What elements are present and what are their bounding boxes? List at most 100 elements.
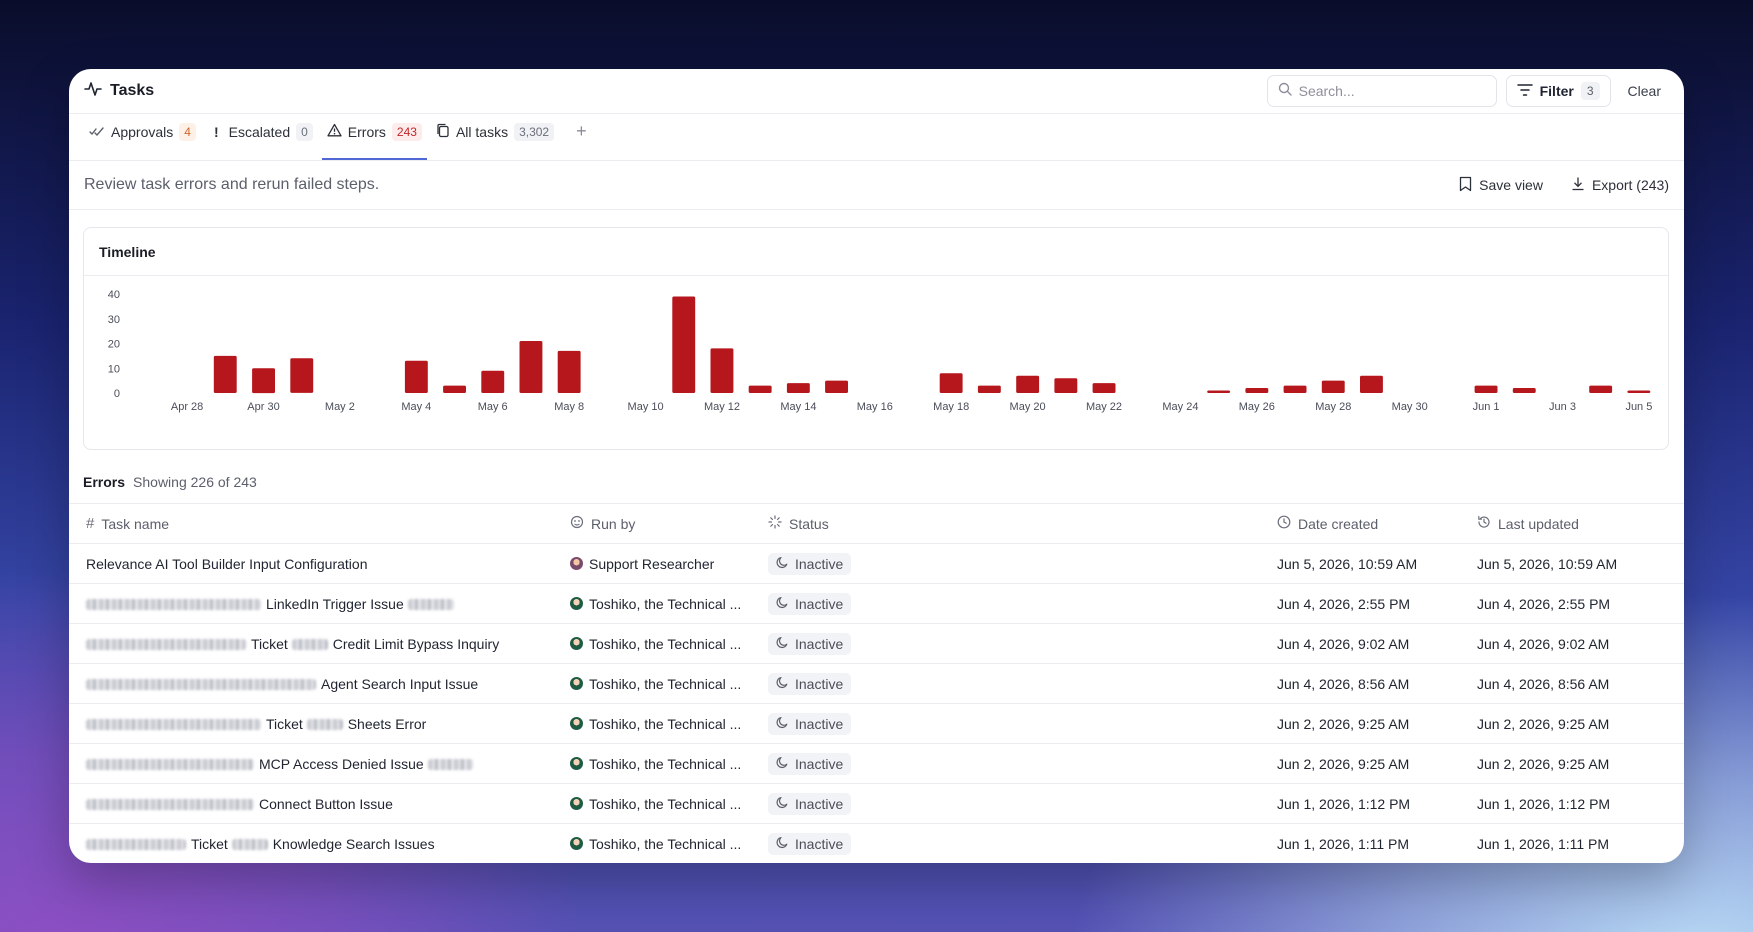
- add-tab-button[interactable]: +: [563, 114, 600, 160]
- task-name-cell[interactable]: LinkedIn Trigger Issue: [69, 583, 566, 624]
- timeline-bar[interactable]: [1092, 383, 1116, 393]
- tab-all-tasks[interactable]: All tasks 3,302: [431, 114, 559, 160]
- filter-button[interactable]: Filter 3: [1505, 75, 1611, 107]
- timeline-bar[interactable]: [404, 360, 428, 393]
- timeline-bar[interactable]: [1360, 375, 1383, 393]
- tab-count-badge: 243: [391, 122, 422, 141]
- column-status[interactable]: Status: [764, 503, 1273, 544]
- timeline-bar[interactable]: [213, 355, 237, 393]
- timeline-bar[interactable]: [977, 385, 1001, 393]
- table-row[interactable]: Connect Button Issue Toshiko, the Technic…: [69, 783, 1684, 824]
- exclamation-icon: !: [213, 123, 219, 140]
- timeline-bar[interactable]: [1207, 390, 1231, 394]
- activity-icon: [84, 80, 102, 103]
- timeline-bar[interactable]: [1474, 385, 1498, 393]
- task-name-cell[interactable]: Connect Button Issue: [69, 783, 566, 824]
- timeline-bar[interactable]: [481, 370, 505, 393]
- timeline-bar[interactable]: [1245, 388, 1269, 393]
- column-date-created[interactable]: Date created: [1273, 503, 1473, 544]
- timeline-bar[interactable]: [786, 383, 810, 393]
- tab-count-badge: 4: [179, 122, 196, 141]
- timeline-bar[interactable]: [710, 348, 734, 393]
- timeline-bar[interactable]: [1283, 385, 1307, 393]
- column-run-by[interactable]: Run by: [566, 503, 764, 544]
- timeline-bar[interactable]: [748, 385, 772, 393]
- timeline-bar[interactable]: [1054, 378, 1078, 393]
- timeline-bar[interactable]: [252, 368, 275, 394]
- task-name: Knowledge Search Issues: [272, 835, 435, 852]
- table-row[interactable]: Ticket Knowledge Search Issues Toshiko, t…: [69, 823, 1684, 863]
- x-tick-label: May 14: [780, 401, 816, 413]
- timeline-chart: 0 10 20 30 40 Apr 28 Apr 30 May 2 May 4 May 6 May …: [108, 289, 1653, 413]
- search-box[interactable]: [1266, 75, 1497, 107]
- task-name-cell[interactable]: Ticket Credit Limit Bypass Inquiry: [69, 623, 566, 664]
- task-name-cell[interactable]: Agent Search Input Issue: [69, 663, 566, 704]
- table-row[interactable]: Agent Search Input Issue Toshiko, the Tec…: [69, 663, 1684, 704]
- task-name-cell[interactable]: Ticket Sheets Error: [69, 703, 566, 744]
- tab-escalated[interactable]: ! Escalated 0: [205, 114, 318, 160]
- tab-approvals[interactable]: Approvals 4: [84, 114, 201, 160]
- timeline-bar[interactable]: [1016, 375, 1040, 393]
- column-task-name[interactable]: # Task name: [69, 503, 566, 544]
- timeline-bar[interactable]: [443, 385, 466, 393]
- redacted-id: [306, 719, 343, 731]
- x-tick-label: Jun 5: [1625, 401, 1652, 413]
- status-label: Inactive: [795, 755, 844, 772]
- redacted-email: [86, 759, 254, 771]
- errors-table: # Task name Run by Status: [69, 503, 1684, 863]
- table-row[interactable]: Ticket Credit Limit Bypass Inquiry Toshik…: [69, 623, 1684, 664]
- x-tick-label: May 22: [1086, 401, 1122, 413]
- timeline-bar[interactable]: [557, 350, 581, 393]
- redacted-id: [231, 839, 268, 851]
- table-row[interactable]: Relevance AI Tool Builder Input Configur…: [69, 543, 1684, 584]
- export-button[interactable]: Export (243): [1571, 176, 1669, 194]
- task-name-prefix: Ticket: [251, 635, 288, 652]
- errors-section-header: Errors Showing 226 of 243: [83, 474, 257, 490]
- timeline-bar[interactable]: [1589, 385, 1613, 393]
- download-icon: [1571, 176, 1585, 194]
- table-row[interactable]: MCP Access Denied Issue Toshiko, the Tec…: [69, 743, 1684, 784]
- task-name-cell[interactable]: Relevance AI Tool Builder Input Configur…: [69, 543, 566, 584]
- warning-triangle-icon: [327, 123, 342, 140]
- table-row[interactable]: Ticket Sheets Error Toshiko, the Technica…: [69, 703, 1684, 744]
- timeline-bar[interactable]: [1627, 390, 1651, 394]
- table-row[interactable]: LinkedIn Trigger Issue Toshiko, the Tech…: [69, 583, 1684, 624]
- run-by-name: Support Researcher: [589, 555, 715, 572]
- task-name-cell[interactable]: Ticket Knowledge Search Issues: [69, 823, 566, 863]
- status-cell: Inactive: [764, 743, 1273, 784]
- column-label: Run by: [591, 515, 636, 532]
- timeline-bar[interactable]: [672, 296, 696, 394]
- tab-errors[interactable]: Errors 243: [321, 114, 427, 160]
- column-last-updated[interactable]: Last updated: [1473, 503, 1684, 544]
- status-label: Inactive: [795, 555, 844, 572]
- timeline-bar[interactable]: [519, 341, 543, 393]
- moon-icon: [776, 556, 789, 572]
- plus-icon: +: [576, 121, 587, 141]
- timeline-bar[interactable]: [1321, 380, 1345, 393]
- search-input[interactable]: [1298, 83, 1479, 99]
- avatar: [570, 837, 583, 850]
- errors-section-title: Errors: [83, 474, 126, 490]
- y-tick-label: 10: [108, 363, 120, 375]
- clear-button[interactable]: Clear: [1627, 83, 1661, 99]
- timeline-bar[interactable]: [1512, 388, 1536, 393]
- timeline-bar[interactable]: [825, 380, 848, 393]
- status-cell: Inactive: [764, 583, 1273, 624]
- status-cell: Inactive: [764, 623, 1273, 664]
- timeline-title: Timeline: [84, 228, 1668, 276]
- timeline-bar[interactable]: [290, 358, 314, 393]
- task-name-cell[interactable]: MCP Access Denied Issue: [69, 743, 566, 784]
- save-view-label: Save view: [1479, 177, 1543, 193]
- last-updated-cell: Jun 4, 2026, 2:55 PM: [1473, 583, 1684, 624]
- x-tick-label: Apr 30: [247, 401, 279, 413]
- column-label: Last updated: [1498, 515, 1579, 532]
- timeline-bar[interactable]: [939, 373, 963, 393]
- tab-label: All tasks: [455, 123, 509, 140]
- status-cell: Inactive: [764, 543, 1273, 584]
- save-view-button[interactable]: Save view: [1459, 176, 1543, 195]
- run-by-name: Toshiko, the Technical ...: [589, 675, 742, 692]
- run-by-name: Toshiko, the Technical ...: [589, 715, 742, 732]
- y-tick-label: 20: [108, 339, 120, 351]
- avatar: [570, 597, 583, 610]
- redacted-id: [407, 599, 454, 611]
